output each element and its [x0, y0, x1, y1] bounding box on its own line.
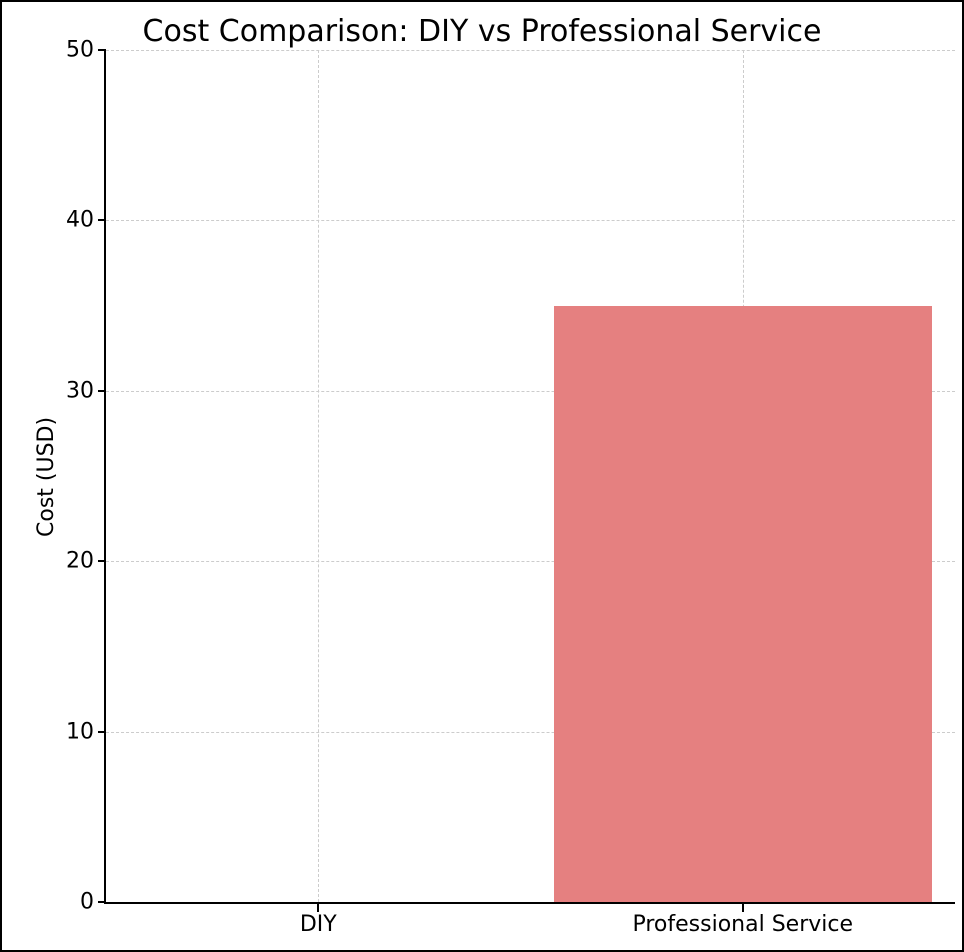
- x-tick-label: DIY: [300, 912, 337, 937]
- x-tick-mark: [317, 904, 319, 912]
- plot-area: [106, 50, 955, 902]
- y-tick-mark: [98, 731, 106, 733]
- y-tick-label: 20: [66, 549, 94, 574]
- y-axis-label: Cost (USD): [34, 416, 59, 536]
- y-tick-label: 50: [66, 38, 94, 63]
- x-tick-label: Professional Service: [632, 912, 853, 937]
- y-axis-spine: [104, 50, 106, 902]
- chart-figure: Cost Comparison: DIY vs Professional Ser…: [0, 0, 964, 952]
- y-tick-mark: [98, 560, 106, 562]
- grid-line-vertical: [318, 50, 319, 902]
- y-tick-label: 30: [66, 378, 94, 403]
- y-tick-label: 0: [80, 890, 94, 915]
- y-tick-mark: [98, 49, 106, 51]
- y-tick-mark: [98, 390, 106, 392]
- bar: [554, 306, 932, 902]
- x-tick-mark: [742, 904, 744, 912]
- y-tick-label: 40: [66, 208, 94, 233]
- y-tick-mark: [98, 219, 106, 221]
- chart-title: Cost Comparison: DIY vs Professional Ser…: [0, 14, 964, 49]
- y-tick-mark: [98, 901, 106, 903]
- x-axis-spine: [104, 902, 955, 904]
- grid-line-horizontal: [106, 50, 955, 51]
- grid-line-horizontal: [106, 220, 955, 221]
- y-tick-label: 10: [66, 719, 94, 744]
